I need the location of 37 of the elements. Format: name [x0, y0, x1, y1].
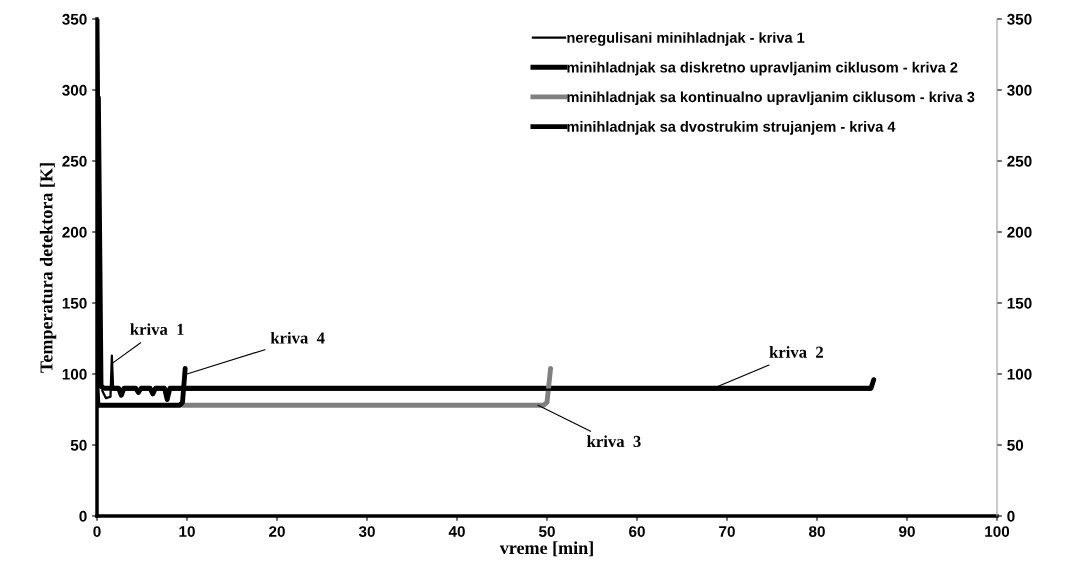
x-tick-label: 20: [269, 526, 285, 537]
x-tick-label: 10: [179, 526, 195, 537]
y-tick-label: 50: [70, 439, 87, 451]
annotation: kriva 2: [769, 346, 823, 358]
y-tick-label: 300: [62, 84, 87, 96]
x-axis-title: vreme [min]: [499, 541, 593, 557]
y2-tick-label: 0: [1007, 510, 1015, 522]
y-tick-label: 350: [62, 13, 87, 25]
y2-tick-label: 350: [1007, 13, 1032, 25]
x-tick-label: 50: [538, 526, 555, 537]
y2-tick-label: 250: [1007, 155, 1032, 167]
x-tick-label: 80: [808, 526, 825, 537]
y2-tick-label: 200: [1007, 226, 1032, 238]
legend-label: minihladnjak sa kontinualno upravljanim ciklusom - kriva 3: [567, 91, 975, 106]
x-tick-label: 40: [448, 526, 465, 537]
x-tick-label: 30: [358, 526, 375, 537]
y2-tick-label: 100: [1007, 368, 1032, 380]
x-tick-label: 60: [629, 526, 645, 537]
annotation: kriva 4: [270, 331, 325, 344]
y-tick-label: 200: [62, 226, 87, 238]
x-tick-label: 0: [93, 526, 101, 537]
x-tick-label: 90: [899, 526, 915, 537]
legend-label: minihladnjak sa dvostrukim strujanjem - kriva 4: [567, 121, 896, 135]
x-tick-label: 100: [985, 526, 1010, 537]
y-tick-label: 0: [79, 510, 87, 522]
y-tick-label: 100: [62, 368, 87, 380]
y2-tick-label: 300: [1007, 84, 1032, 96]
y2-tick-label: 150: [1007, 297, 1032, 309]
annotation: kriva 1: [130, 323, 184, 336]
annotation: kriva 3: [587, 435, 641, 448]
y-axis-title: Temperatura detektora [K]: [39, 163, 57, 373]
legend-label: neregulisani minihladnjak - kriva 1: [567, 32, 805, 46]
y-tick-label: 250: [62, 155, 87, 167]
y-tick-label: 150: [62, 297, 87, 309]
y2-tick-label: 50: [1007, 439, 1024, 451]
x-tick-label: 70: [719, 526, 735, 537]
legend-label: minihladnjak sa diskretno upravljanim ciklusom - kriva 2: [567, 61, 958, 76]
